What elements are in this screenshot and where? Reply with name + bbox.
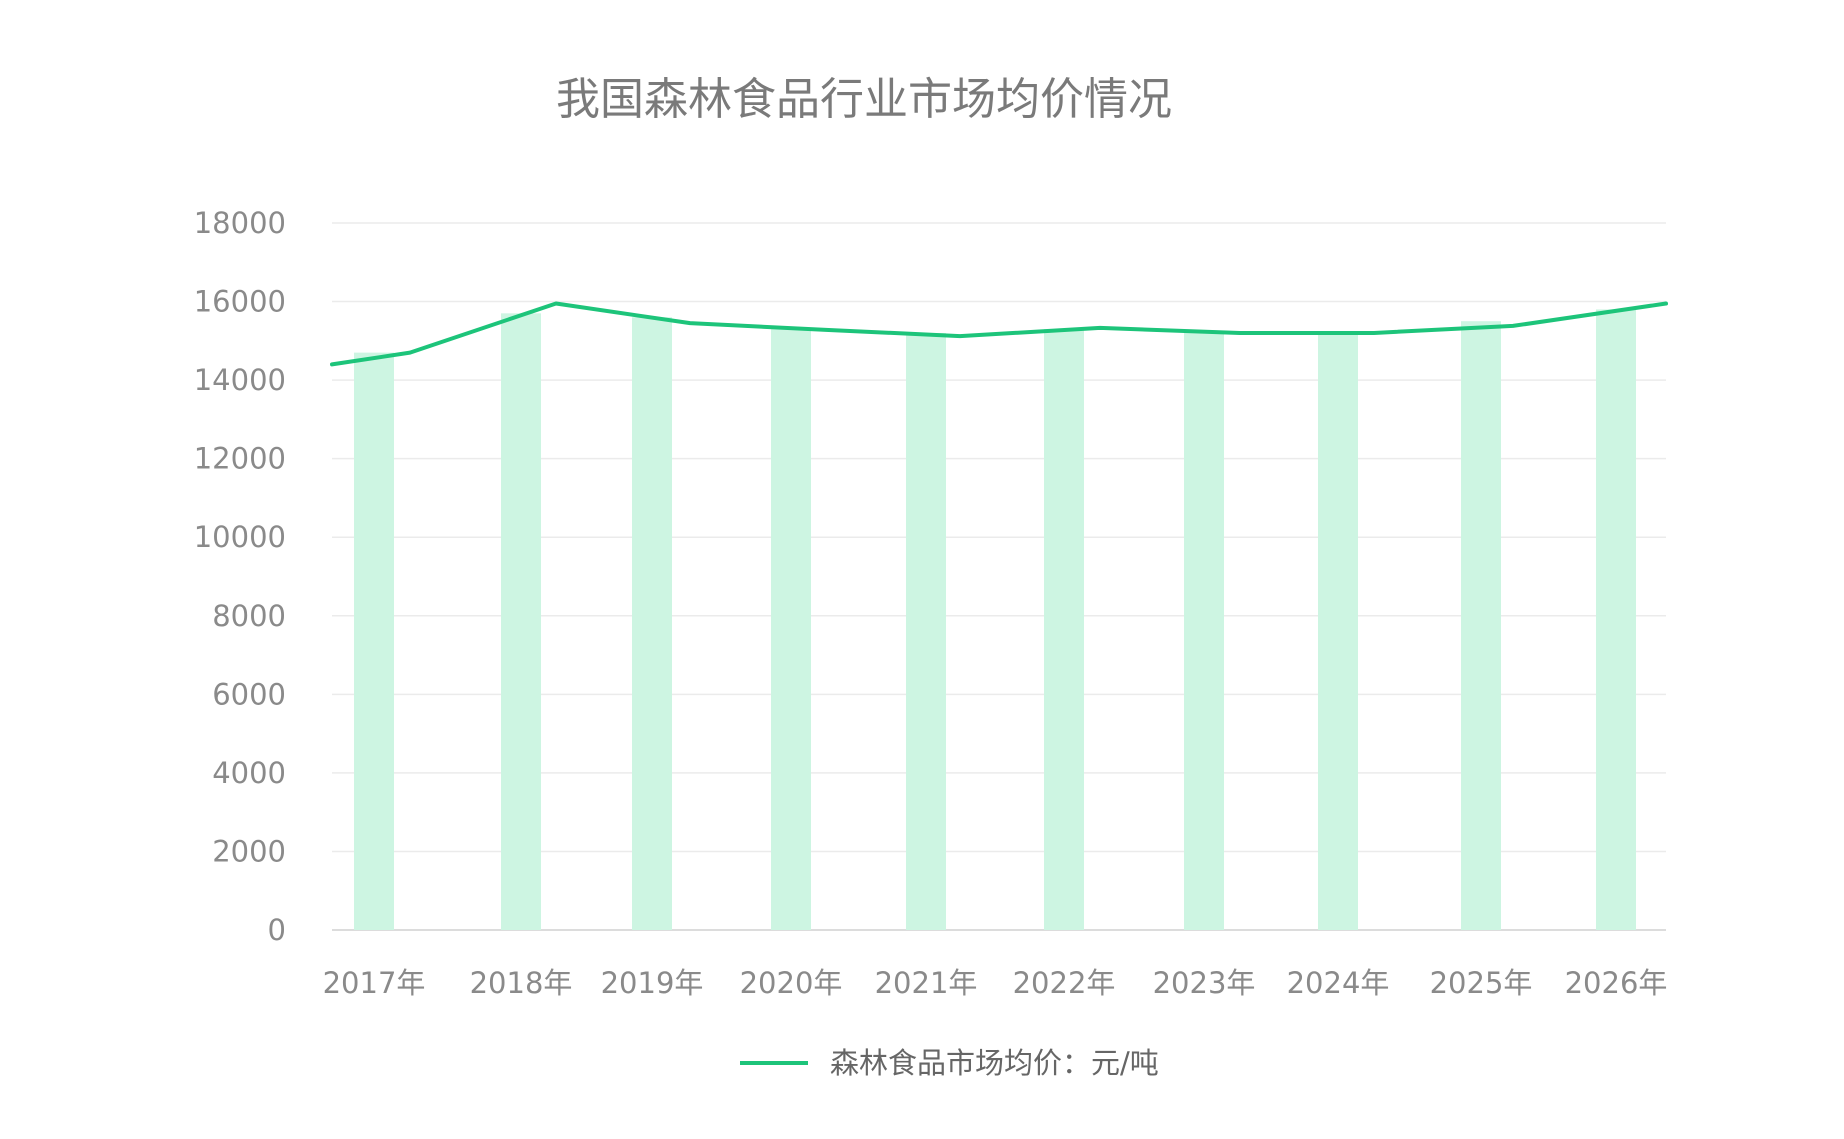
bar [632,317,672,930]
legend: 森林食品市场均价：元/吨 [740,1046,1159,1080]
bar [354,352,394,930]
x-tick-label: 2026年 [1565,966,1668,1000]
x-tick-label: 2020年 [740,966,843,1000]
legend-label: 森林食品市场均价：元/吨 [830,1046,1159,1080]
x-tick-label: 2022年 [1013,966,1116,1000]
bar [501,313,541,931]
bar [1318,332,1358,930]
bar [906,332,946,930]
x-tick-label: 2024年 [1287,966,1390,1000]
x-tick-label: 2018年 [470,966,573,1000]
bar [1184,332,1224,930]
y-tick-label: 12000 [194,442,286,476]
y-tick-label: 14000 [194,363,286,397]
x-tick-label: 2021年 [875,966,978,1000]
x-tick-label: 2019年 [601,966,704,1000]
chart-title: 我国森林食品行业市场均价情况 [556,74,1172,125]
y-tick-label: 4000 [212,756,286,790]
bar [1461,321,1501,930]
bar [1044,329,1084,930]
x-tick-label: 2023年 [1153,966,1256,1000]
grid-lines [332,222,1666,931]
y-tick-label: 6000 [212,677,286,711]
bar [771,329,811,930]
y-tick-label: 0 [268,913,286,947]
y-tick-label: 8000 [212,599,286,633]
y-tick-label: 18000 [194,206,286,240]
y-tick-label: 2000 [212,834,286,868]
y-tick-label: 10000 [194,520,286,554]
x-tick-label: 2017年 [323,966,426,1000]
x-tick-label: 2025年 [1430,966,1533,1000]
y-tick-label: 16000 [194,285,286,319]
bar [1596,309,1636,930]
x-axis-ticks: 2017年 2018年 2019年 2020年 2021年 2022年 2023年 2024年… [323,966,1668,1000]
y-axis-ticks: 0 2000 4000 6000 8000 10000 12000 14000 16000 180… [194,206,286,947]
bar-series [354,309,1636,931]
series-line [330,301,1668,367]
line-series [330,301,1668,367]
